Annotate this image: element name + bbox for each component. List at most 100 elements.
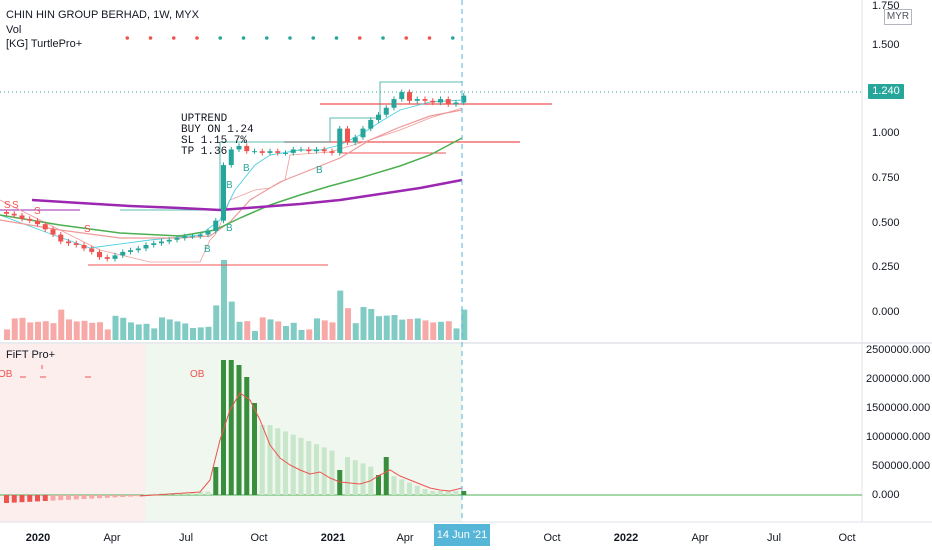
candle: [205, 231, 211, 235]
candle: [298, 149, 304, 151]
annotation-line: UPTREND: [181, 113, 228, 125]
candle: [337, 128, 343, 153]
volume-bar: [236, 321, 243, 340]
signal-dot: [311, 36, 316, 40]
ma-mid-line: [0, 109, 463, 239]
volume-bar: [244, 321, 251, 340]
osc-bar: [275, 428, 281, 495]
candle: [360, 128, 366, 138]
buy-signals: B B B B B: [204, 163, 323, 255]
volume-bar: [228, 301, 235, 340]
candle: [445, 99, 451, 105]
volume-bar: [4, 329, 10, 340]
time-tick: Oct: [838, 532, 856, 544]
osc-bar: [259, 425, 265, 495]
time-tick: Oct: [250, 532, 268, 544]
indicator-label[interactable]: [KG] TurtlePro+: [6, 38, 83, 50]
price-tick: 1.500: [872, 39, 900, 51]
volume-bar: [97, 322, 103, 340]
candle: [4, 211, 9, 214]
osc-bar: [438, 491, 443, 495]
candle: [407, 92, 412, 101]
buy-signal: B: [316, 165, 323, 176]
signal-dot: [195, 36, 199, 40]
osc-bar: [298, 437, 304, 495]
candle: [190, 236, 195, 238]
volume-bar: [407, 319, 413, 340]
osc-bar: [135, 495, 141, 497]
osc-bar: [197, 491, 203, 495]
time-tick: Oct: [543, 532, 561, 544]
candle: [244, 145, 250, 152]
candle: [252, 151, 257, 153]
volume-bar: [345, 308, 351, 340]
candle: [159, 241, 164, 244]
candle: [228, 149, 234, 166]
volume-bars: [4, 260, 468, 340]
signal-dot: [381, 36, 385, 40]
signal-dots: [125, 36, 455, 40]
osc-bar: [112, 495, 118, 498]
volume-bar: [81, 320, 88, 340]
volume-label[interactable]: Vol: [6, 24, 22, 36]
candle: [128, 250, 133, 252]
candle: [267, 151, 273, 153]
volume-bar: [42, 321, 49, 340]
osc-bar: [104, 495, 110, 498]
osc-bar: [73, 495, 79, 500]
osc-tick: 2000000.000: [866, 373, 931, 385]
currency-label[interactable]: MYR: [884, 9, 912, 25]
volume-bar: [461, 309, 468, 340]
candle: [368, 119, 374, 129]
volume-bar: [182, 323, 189, 340]
volume-bar: [383, 315, 390, 340]
osc-bar: [352, 460, 358, 495]
sell-signal: S: [12, 200, 19, 211]
ob-marker: OB: [0, 369, 13, 380]
osc-bar: [407, 482, 412, 495]
candle: [19, 215, 25, 219]
volume-bar: [221, 260, 227, 340]
ob-markers: OB OB: [0, 369, 205, 380]
osc-bar: [399, 479, 405, 495]
ob-tick-marks: [20, 365, 91, 378]
volume-bar: [35, 321, 41, 340]
osc-bar: [205, 491, 211, 495]
volume-bar: [104, 329, 111, 340]
volume-bar: [50, 323, 57, 340]
volume-bar: [360, 307, 367, 340]
signal-dot: [125, 36, 130, 40]
price-tick: 1.750: [872, 0, 900, 12]
volume-bar: [453, 328, 460, 340]
volume-bar: [314, 318, 320, 340]
osc-bar: [329, 450, 335, 495]
osc-bar: [228, 360, 234, 495]
osc-tick: 500000.000: [872, 460, 931, 472]
candle: [11, 213, 17, 216]
signal-dot: [357, 36, 362, 40]
signal-dot: [148, 36, 153, 40]
candle: [143, 244, 149, 249]
ma-purple-line: [31, 178, 463, 212]
volume-bar: [205, 326, 212, 340]
osc-bar: [290, 434, 296, 495]
osc-bar: [391, 476, 397, 495]
volume-bar: [298, 330, 305, 340]
price-tick: 0.750: [872, 172, 900, 184]
oscillator-label[interactable]: FiFT Pro+: [6, 349, 56, 361]
candle: [453, 102, 459, 105]
osc-bar: [81, 495, 87, 499]
candle: [391, 99, 397, 108]
volume-bar: [73, 321, 80, 340]
candle: [112, 255, 118, 259]
osc-bar: [422, 489, 428, 495]
candle: [314, 149, 319, 152]
osc-bar: [445, 491, 451, 495]
volume-bar: [259, 317, 266, 340]
volume-bar: [275, 321, 282, 340]
time-tick: Apr: [396, 532, 414, 544]
osc-bar: [89, 495, 95, 499]
osc-bar: [213, 467, 219, 495]
volume-bar: [414, 318, 421, 340]
